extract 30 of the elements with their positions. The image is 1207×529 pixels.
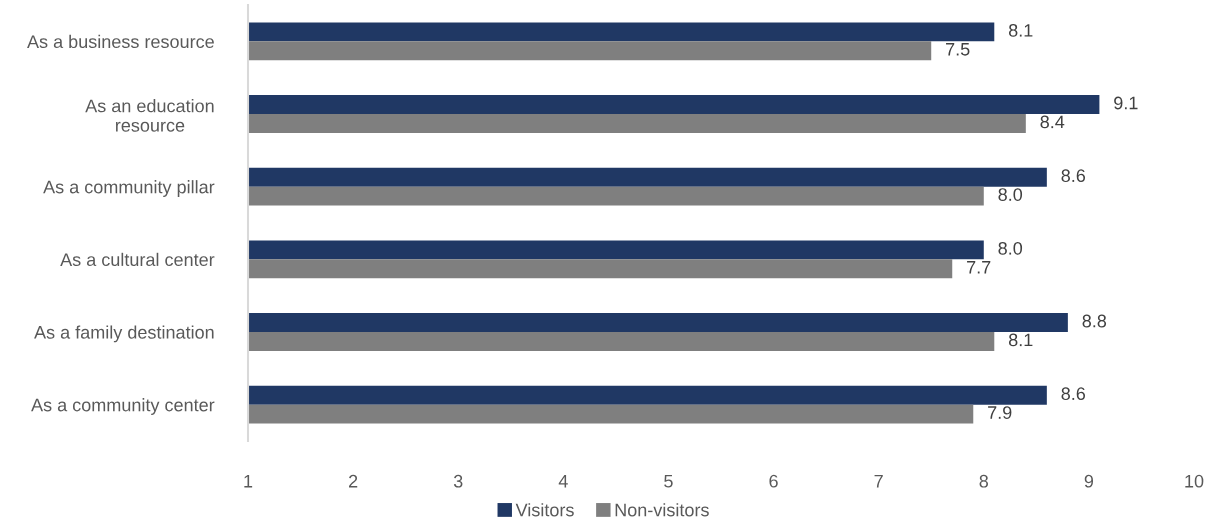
x-tick-label: 8 [979, 474, 989, 488]
x-tick-label: 6 [769, 474, 778, 488]
x-tick-label: 1 [244, 475, 253, 488]
x-tick-label: 9 [1084, 474, 1094, 488]
data-label: 8.4 [1040, 115, 1065, 129]
data-label: 8.8 [1082, 314, 1107, 328]
data-label: 9.1 [1114, 96, 1138, 110]
data-label: 8.0 [998, 241, 1023, 255]
x-tick-label: 7 [874, 475, 883, 488]
data-label: 8.1 [1008, 333, 1033, 347]
x-tick-label: 2 [349, 474, 358, 488]
y-tick-label: As a community pillar [43, 180, 215, 197]
x-tick-label: 3 [453, 474, 463, 488]
y-tick-label: As a community center [31, 398, 215, 415]
x-tick-label: 10 [1185, 474, 1204, 488]
data-label: 8.6 [1061, 387, 1086, 401]
data-label: 7.7 [967, 261, 991, 274]
data-label: 8.1 [1008, 23, 1033, 37]
y-tick-label: As a business resource [27, 34, 214, 49]
y-tick-label: As a cultural center [60, 252, 215, 267]
y-tick-label: As an education resource [85, 99, 214, 132]
data-label: 8.0 [998, 188, 1023, 201]
data-label: 8.6 [1061, 169, 1086, 183]
data-label: 7.5 [946, 43, 970, 56]
legend-label: Non-visitors [615, 503, 709, 517]
x-tick-label: 4 [558, 475, 568, 488]
y-tick-label: As a family destination [34, 325, 214, 343]
x-tick-label: 5 [664, 475, 673, 488]
legend-label: Visitors [515, 503, 574, 517]
data-label: 7.9 [988, 406, 1012, 419]
